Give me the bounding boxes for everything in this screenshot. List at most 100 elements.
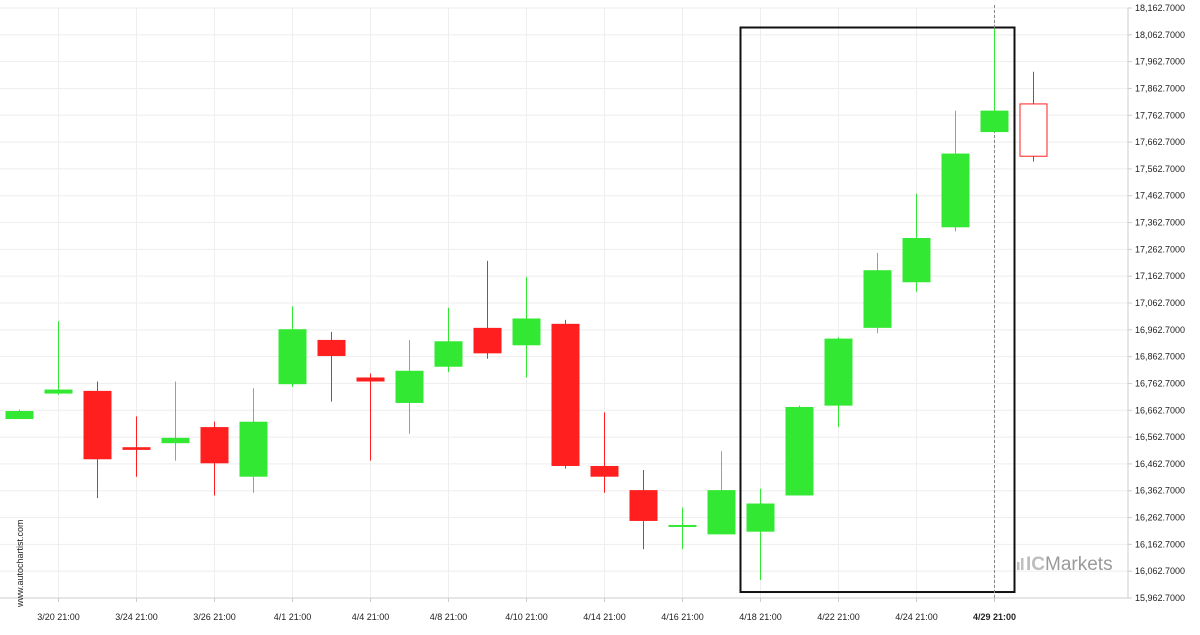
candle-body <box>1019 103 1048 157</box>
candle-body <box>941 153 970 228</box>
brand-logo-text: ICMarkets <box>1026 554 1113 575</box>
candle-body <box>44 389 73 394</box>
candle <box>512 276 541 378</box>
axis-layer: 15,962.7000 16,062.7000 16,162.7000 16,262.… <box>0 3 1185 622</box>
y-tick-label: 16,862.7000 <box>1135 352 1185 362</box>
candle-body <box>902 238 931 283</box>
x-tick-label: 4/29 21:00 <box>973 612 1016 622</box>
candle-body <box>824 338 853 406</box>
y-tick-label: 17,762.7000 <box>1135 110 1185 120</box>
candle <box>590 412 619 493</box>
candle-body <box>356 377 385 382</box>
candle-body <box>5 410 34 420</box>
candle <box>1019 71 1048 162</box>
candle <box>278 306 307 387</box>
brand-logo: ICMarkets <box>1017 554 1113 575</box>
candle-body <box>590 465 619 477</box>
candle <box>161 381 190 461</box>
x-tick-label: 4/24 21:00 <box>895 612 938 622</box>
candle <box>863 252 892 334</box>
y-tick-label: 17,162.7000 <box>1135 271 1185 281</box>
watermark-text: www.autochartist.com <box>15 519 25 608</box>
candle <box>980 28 1009 133</box>
x-tick-label: 3/24 21:00 <box>115 612 158 622</box>
candle-body <box>278 329 307 385</box>
candle <box>239 388 268 493</box>
candle <box>824 337 853 428</box>
x-tick-label: 4/4 21:00 <box>352 612 390 622</box>
candle-body <box>200 427 229 464</box>
y-tick-label: 16,662.7000 <box>1135 405 1185 415</box>
x-tick-label: 3/26 21:00 <box>193 612 236 622</box>
y-tick-label: 17,462.7000 <box>1135 191 1185 201</box>
candle <box>434 307 463 373</box>
y-tick-label: 16,462.7000 <box>1135 459 1185 469</box>
candles-layer <box>5 28 1048 580</box>
y-tick-label: 17,962.7000 <box>1135 57 1185 67</box>
candle-body <box>317 339 346 357</box>
candle <box>551 319 580 469</box>
y-tick-label: 16,162.7000 <box>1135 539 1185 549</box>
y-tick-label: 16,962.7000 <box>1135 325 1185 335</box>
y-tick-label: 16,062.7000 <box>1135 566 1185 576</box>
candle <box>5 409 34 420</box>
y-tick-label: 18,162.7000 <box>1135 3 1185 13</box>
candle <box>629 469 658 550</box>
x-tick-label: 4/14 21:00 <box>583 612 626 622</box>
candle <box>356 373 385 461</box>
y-tick-label: 17,662.7000 <box>1135 137 1185 147</box>
brand-logo-bar-1 <box>1017 562 1020 570</box>
x-tick-label: 4/16 21:00 <box>661 612 704 622</box>
x-tick-label: 4/1 21:00 <box>274 612 312 622</box>
y-tick-label: 17,862.7000 <box>1135 83 1185 93</box>
candle <box>707 451 736 535</box>
candle <box>83 381 112 499</box>
candle-body <box>551 323 580 466</box>
y-tick-label: 18,062.7000 <box>1135 30 1185 40</box>
candle <box>902 193 931 292</box>
pattern-highlight-box <box>739 26 1016 594</box>
candle-body <box>512 318 541 346</box>
y-tick-label: 17,362.7000 <box>1135 218 1185 228</box>
candle-body <box>161 437 190 444</box>
candle-body <box>473 327 502 354</box>
candle-body <box>83 390 112 460</box>
candle-body <box>668 524 697 527</box>
candle-body <box>980 110 1009 133</box>
y-tick-label: 16,262.7000 <box>1135 513 1185 523</box>
candle <box>200 421 229 496</box>
candle-body <box>434 341 463 367</box>
candle <box>941 110 970 232</box>
grid-layer <box>0 7 1128 599</box>
candle-body <box>239 421 268 477</box>
candle <box>473 260 502 359</box>
y-tick-label: 17,562.7000 <box>1135 164 1185 174</box>
x-tick-label: 4/10 21:00 <box>505 612 548 622</box>
x-tick-label: 4/18 21:00 <box>739 612 782 622</box>
candle-body <box>863 270 892 328</box>
x-tick-label: 4/8 21:00 <box>430 612 468 622</box>
x-tick-label: 3/20 21:00 <box>37 612 80 622</box>
candle <box>395 339 424 434</box>
candle <box>785 405 814 496</box>
y-tick-label: 17,262.7000 <box>1135 244 1185 254</box>
candle <box>746 488 775 580</box>
candle-body <box>785 406 814 496</box>
y-tick-label: 17,062.7000 <box>1135 298 1185 308</box>
candle-body <box>746 503 775 532</box>
candle <box>122 416 151 477</box>
y-tick-label: 16,762.7000 <box>1135 378 1185 388</box>
y-tick-label: 16,562.7000 <box>1135 432 1185 442</box>
brand-name: Markets <box>1045 554 1113 575</box>
candle-body <box>629 490 658 521</box>
candle <box>44 321 73 395</box>
candle-body <box>395 370 424 403</box>
candle <box>317 331 346 402</box>
y-tick-label: 15,962.7000 <box>1135 593 1185 603</box>
candle-body <box>707 490 736 535</box>
brand-prefix: IC <box>1026 554 1045 575</box>
candle <box>668 507 697 550</box>
x-tick-label: 4/22 21:00 <box>817 612 860 622</box>
